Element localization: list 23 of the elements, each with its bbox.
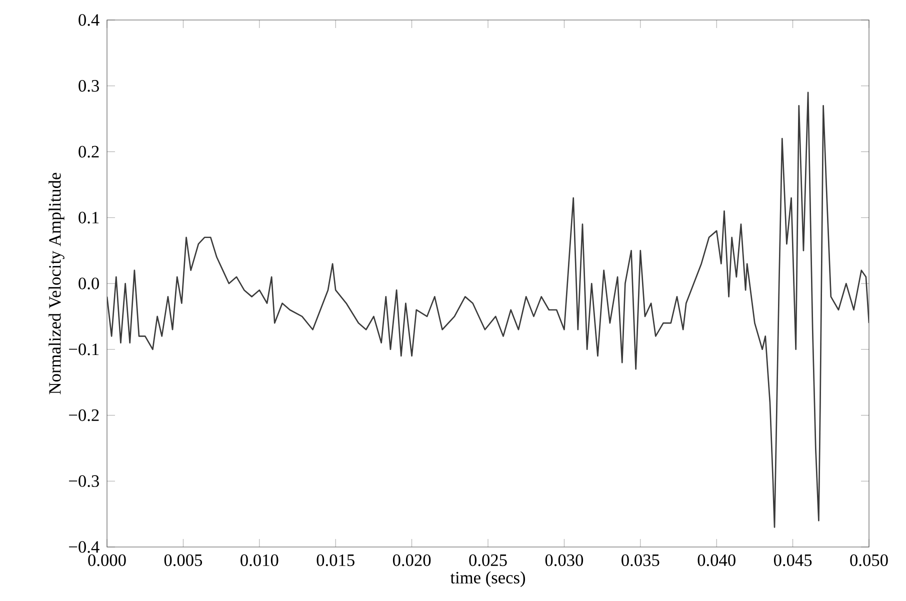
- y-axis-title: Normalized Velocity Amplitude: [48, 172, 64, 394]
- x-tick-label: 0.015: [316, 554, 354, 566]
- y-tick-label: 0.1: [78, 212, 99, 224]
- x-axis-title: time (secs): [450, 571, 526, 588]
- y-tick-label: 0.2: [78, 146, 99, 158]
- x-tick-label: 0.045: [774, 554, 812, 566]
- x-tick-label: 0.010: [240, 554, 278, 566]
- y-tick-label: 0.4: [78, 14, 100, 26]
- x-tick-label: 0.020: [392, 554, 431, 566]
- y-tick-label: 0.0: [78, 278, 99, 290]
- y-tick-label: 0.3: [78, 80, 99, 92]
- y-tick-label: −0.4: [69, 541, 100, 553]
- y-tick-label: −0.1: [69, 344, 99, 356]
- y-tick-label: −0.2: [69, 409, 99, 422]
- y-tick-label: −0.3: [69, 475, 99, 488]
- line-series: [107, 92, 869, 528]
- x-tick-label: 0.040: [698, 554, 736, 566]
- x-tick-label: 0.030: [545, 554, 584, 566]
- x-tick-label: 0.025: [469, 554, 507, 566]
- x-tick-label: 0.035: [622, 554, 660, 566]
- x-tick-label: 0.005: [164, 554, 202, 566]
- x-tick-label: 0.000: [88, 554, 126, 566]
- x-tick-label: 0.050: [850, 554, 888, 566]
